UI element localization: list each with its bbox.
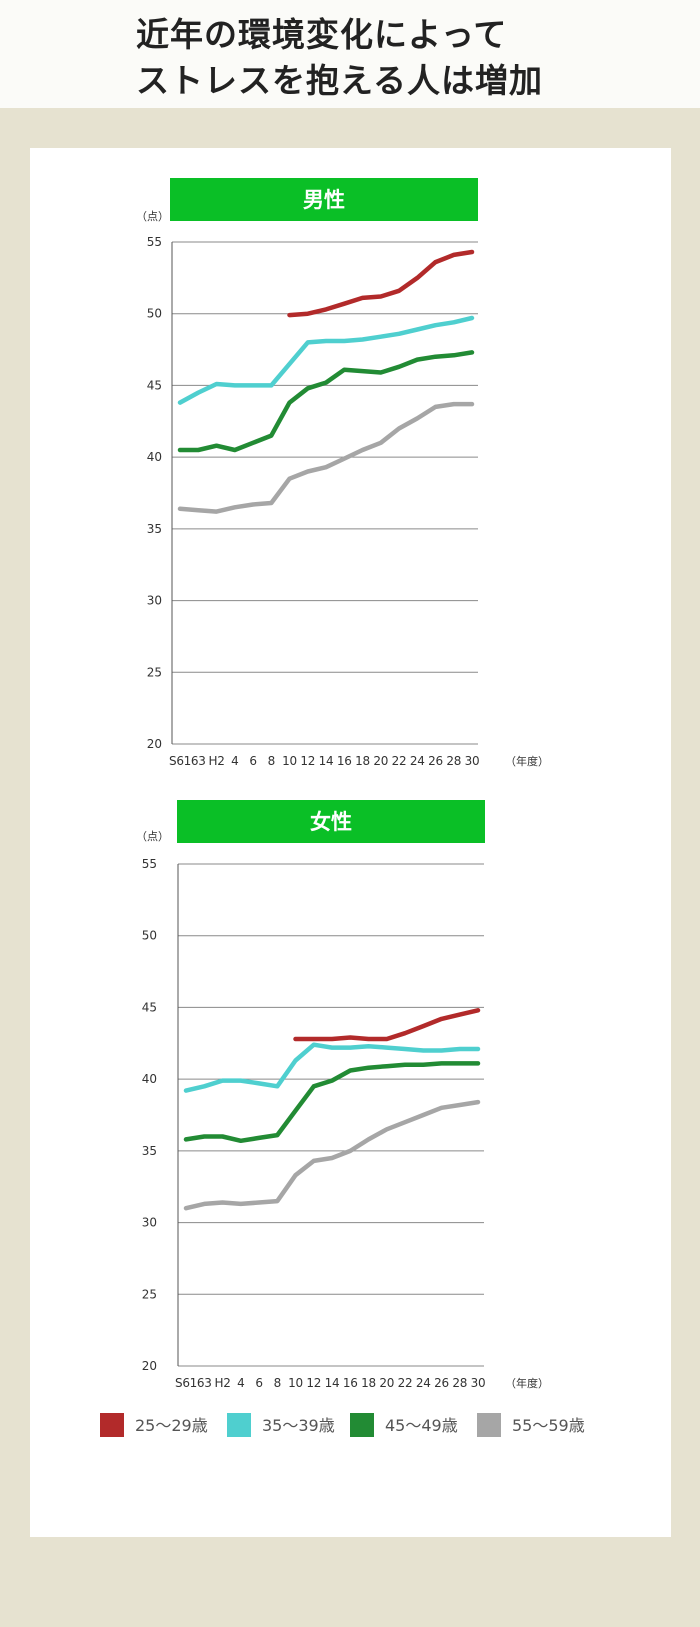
y-tick-label: 45 [147,378,162,392]
series-line-1 [293,1008,481,1042]
series-line-2 [177,315,475,405]
x-tick-label: 30 [471,1376,486,1390]
series-line-4 [177,401,475,514]
series-line-1 [287,249,475,318]
x-tick-label: 26 [434,1376,449,1390]
x-tick-label: H2 [208,754,224,768]
y-tick-label: 55 [147,235,162,249]
y-tick-label: 35 [147,522,162,536]
x-tick-label: 12 [300,754,315,768]
y-tick-label: 30 [147,594,162,608]
legend-label: 45〜49歳 [385,1416,458,1435]
legend-swatch [477,1413,501,1437]
y-tick-label: 35 [142,1144,157,1158]
legend-label: 55〜59歳 [512,1416,585,1435]
legend-swatch [350,1413,374,1437]
chart-title: 女性 [310,810,352,834]
chart-title: 男性 [303,188,345,212]
y-tick-label: 20 [147,737,162,751]
x-tick-label: 20 [373,754,388,768]
y-tick-label: 50 [147,307,162,321]
x-tick-label: 18 [355,754,370,768]
series-line-2 [183,1042,481,1093]
y-tick-label: 40 [147,450,162,464]
y-tick-label: 30 [142,1216,157,1230]
x-tick-label: 4 [231,754,238,768]
x-tick-label: 22 [398,1376,413,1390]
x-tick-label: 22 [392,754,407,768]
x-tick-label: 63 [191,754,206,768]
x-tick-label: S61 [169,754,191,768]
legend-label: 25〜29歳 [135,1416,208,1435]
series-line-3 [177,350,475,453]
x-tick-label: 10 [288,1376,303,1390]
x-tick-label: 26 [428,754,443,768]
y-axis-unit: （点） [136,210,169,223]
legend-swatch [227,1413,251,1437]
x-tick-label: 6 [249,754,256,768]
x-tick-label: 20 [379,1376,394,1390]
legend-label: 35〜39歳 [262,1416,335,1435]
x-tick-label: 8 [274,1376,281,1390]
x-tick-label: 8 [268,754,275,768]
chart-card: 男性 （点） 55 50 45 40 35 30 25 20 S61 63 H2 4 6 8 10 12 14 16 1… [30,148,671,1537]
y-tick-label: 45 [142,1000,157,1014]
x-tick-label: 14 [325,1376,340,1390]
x-axis-unit: （年度） [505,1376,549,1390]
legend: 25〜29歳 35〜39歳 45〜49歳 55〜59歳 [100,1413,585,1437]
x-tick-label: 10 [282,754,297,768]
x-tick-label: 18 [361,1376,376,1390]
x-tick-label: 28 [446,754,461,768]
series-line-4 [183,1099,481,1211]
y-tick-label: 25 [142,1287,157,1301]
y-tick-label: 25 [147,665,162,679]
page-title-line1: 近年の環境変化によって [136,15,508,54]
chart-title-band [170,178,478,221]
y-tick-label: 20 [142,1359,157,1373]
chart-female: 女性 （点） 55 50 45 40 35 30 25 20 S61 63 H2 4 6 8 10 12 14 16 1… [136,800,549,1390]
x-tick-label: H2 [214,1376,230,1390]
x-tick-label: 30 [465,754,480,768]
x-tick-label: 4 [237,1376,244,1390]
legend-swatch [100,1413,124,1437]
series-line-3 [183,1061,481,1144]
y-axis-unit: （点） [136,830,169,843]
x-tick-label: 6 [255,1376,262,1390]
x-tick-label: 12 [306,1376,321,1390]
x-tick-label: 24 [410,754,425,768]
x-axis-unit: （年度） [505,754,549,768]
x-tick-label: S61 [175,1376,197,1390]
page-title-line2: ストレスを抱える人は増加 [136,61,544,100]
y-tick-label: 55 [142,857,157,871]
y-tick-label: 40 [142,1072,157,1086]
x-tick-label: 24 [416,1376,431,1390]
chart-male: 男性 （点） 55 50 45 40 35 30 25 20 S61 63 H2 4 6 8 10 12 14 16 1… [136,178,549,768]
x-tick-label: 14 [319,754,334,768]
x-tick-label: 16 [343,1376,358,1390]
x-tick-label: 16 [337,754,352,768]
y-tick-label: 50 [142,929,157,943]
x-tick-label: 63 [197,1376,212,1390]
page-title: 近年の環境変化によって ストレスを抱える人は増加 [136,12,543,104]
x-tick-label: 28 [452,1376,467,1390]
chart-title-band [177,800,485,843]
header: 近年の環境変化によって ストレスを抱える人は増加 [0,0,700,108]
